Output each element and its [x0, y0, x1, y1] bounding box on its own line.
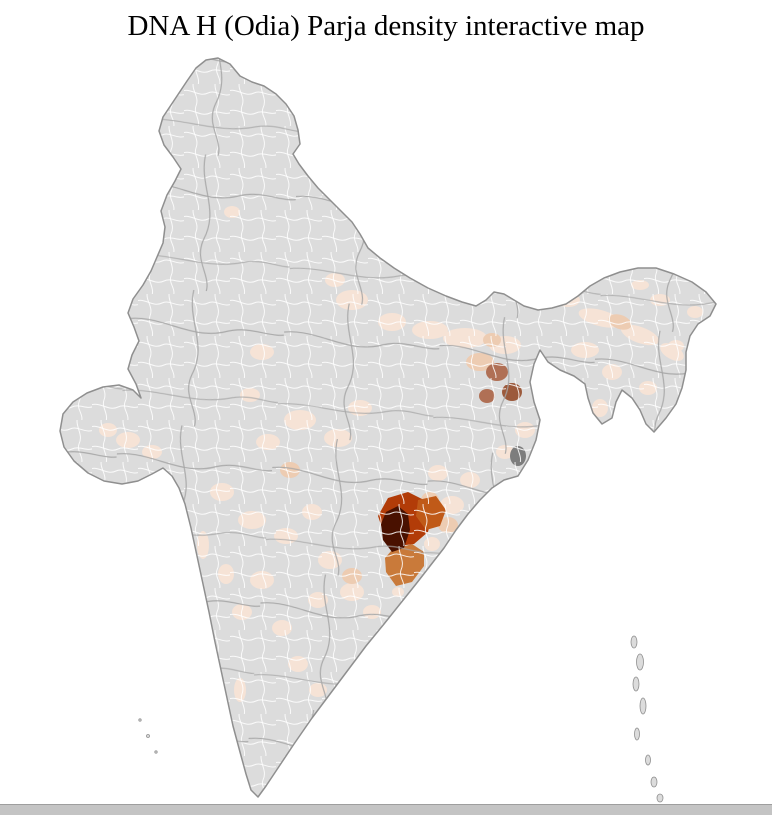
- country-outline: [59, 57, 717, 798]
- lakshadweep-islands[interactable]: [138, 718, 158, 754]
- island[interactable]: [645, 754, 651, 766]
- island[interactable]: [636, 653, 644, 671]
- island[interactable]: [630, 635, 638, 649]
- island[interactable]: [632, 676, 640, 692]
- bottom-scrollbar[interactable]: [0, 804, 772, 815]
- island[interactable]: [639, 697, 647, 715]
- island[interactable]: [634, 727, 640, 741]
- island[interactable]: [146, 734, 150, 738]
- map-title: DNA H (Odia) Parja density interactive m…: [127, 10, 645, 42]
- andaman-nicobar-islands[interactable]: [630, 635, 664, 803]
- island[interactable]: [138, 718, 142, 722]
- island[interactable]: [154, 750, 158, 754]
- island[interactable]: [650, 776, 658, 788]
- island[interactable]: [656, 793, 664, 803]
